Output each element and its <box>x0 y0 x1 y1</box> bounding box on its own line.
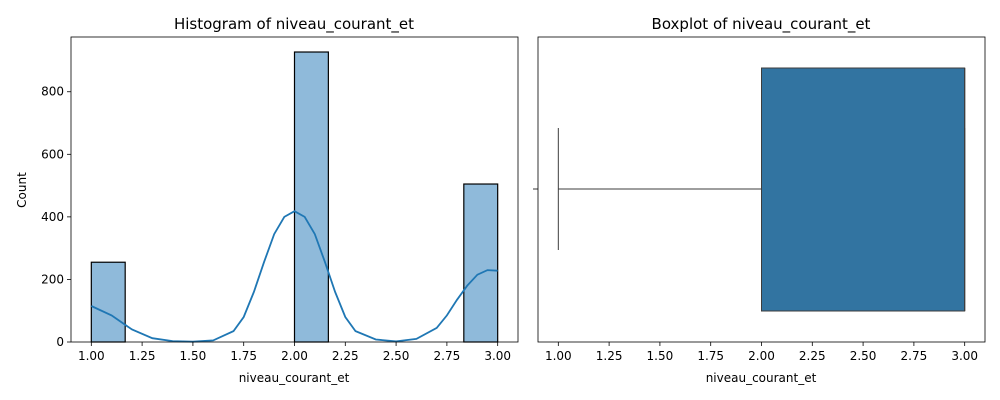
boxplot-x-tick-label: 2.50 <box>850 349 877 363</box>
boxplot-x-label: niveau_courant_et <box>706 371 817 385</box>
histogram-x-tick-label: 1.25 <box>129 349 156 363</box>
histogram-y-tick-label: 800 <box>41 85 64 99</box>
histogram-bar-1 <box>293 51 329 343</box>
histogram-y-tick-label: 0 <box>56 335 64 349</box>
histogram-x-tick-label: 1.75 <box>230 349 257 363</box>
boxplot-x-ticks: 1.00 1.25 1.50 1.75 2.00 2.25 2.50 2.75 3.00 <box>545 342 978 363</box>
histogram-x-tick-label: 2.75 <box>434 349 461 363</box>
boxplot-x-tick-label: 2.00 <box>748 349 775 363</box>
histogram-x-tick-label: 2.00 <box>281 349 308 363</box>
histogram-y-tick-label: 200 <box>41 272 64 286</box>
histogram-x-tick-label: 1.00 <box>78 349 105 363</box>
histogram-y-ticks: 0 200 400 600 800 <box>41 85 71 349</box>
boxplot-x-tick-label: 1.50 <box>647 349 674 363</box>
histogram-y-tick-label: 600 <box>41 147 64 161</box>
histogram-bars <box>90 51 499 343</box>
boxplot-title: Boxplot of niveau_courant_et <box>652 15 871 34</box>
histogram-bar-0 <box>90 261 126 343</box>
boxplot-x-tick-label: 1.00 <box>545 349 572 363</box>
boxplot-box <box>761 67 966 312</box>
histogram-x-tick-label: 3.00 <box>484 349 511 363</box>
boxplot-x-tick-label: 1.75 <box>697 349 724 363</box>
histogram-x-tick-label: 2.50 <box>383 349 410 363</box>
histogram-x-ticks: 1.00 1.25 1.50 1.75 2.00 2.25 2.50 2.75 3.00 <box>78 342 511 363</box>
boxplot-x-tick-label: 2.25 <box>799 349 826 363</box>
histogram-x-tick-label: 2.25 <box>332 349 359 363</box>
histogram-title: Histogram of niveau_courant_et <box>174 15 414 34</box>
boxplot-body <box>557 67 966 312</box>
histogram-bar-2 <box>463 183 499 343</box>
histogram-x-label: niveau_courant_et <box>239 371 350 385</box>
boxplot-x-tick-label: 1.25 <box>596 349 623 363</box>
boxplot-x-tick-label: 2.75 <box>901 349 928 363</box>
boxplot-x-tick-label: 3.00 <box>951 349 978 363</box>
histogram-y-tick-label: 400 <box>41 210 64 224</box>
histogram-x-tick-label: 1.50 <box>180 349 207 363</box>
boxplot-panel: Boxplot of niveau_courant_et 1.00 1.25 1.5… <box>533 15 986 385</box>
histogram-y-label: Count <box>15 172 29 208</box>
histogram-panel: Histogram of niveau_courant_et 1.00 1.25 1… <box>15 15 519 385</box>
